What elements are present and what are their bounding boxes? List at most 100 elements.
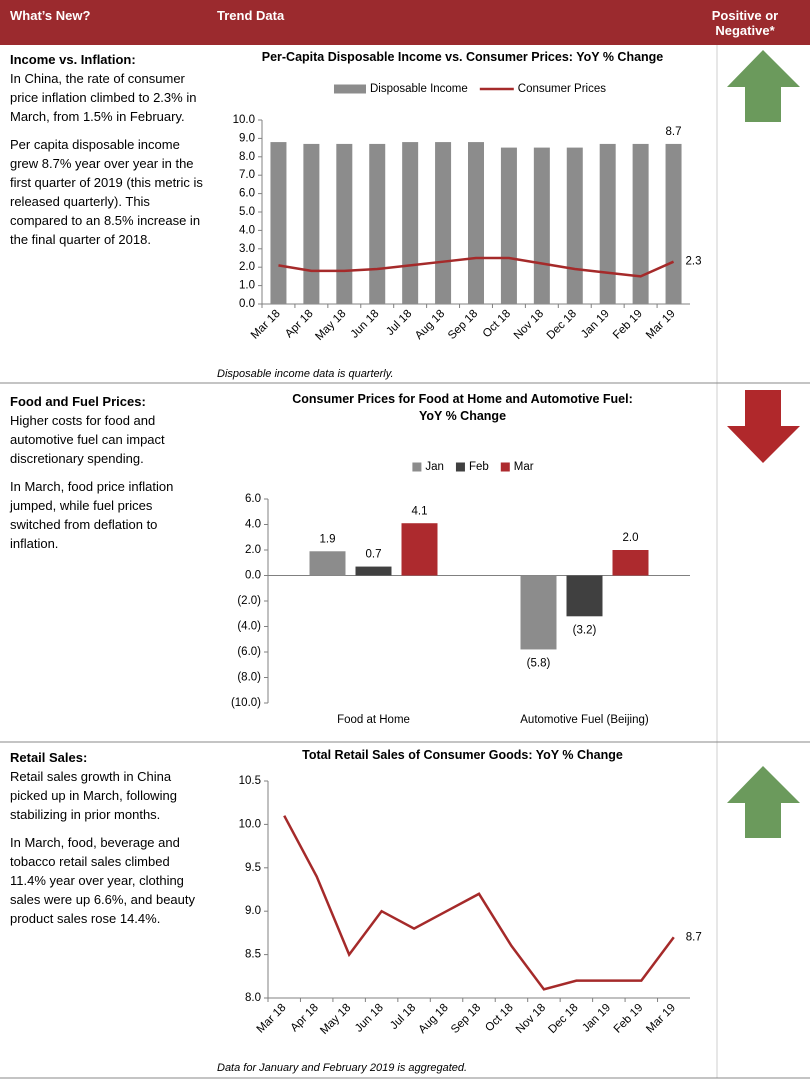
x-tick-label: Automotive Fuel (Beijing) (520, 714, 649, 726)
y-tick-label: 5.0 (239, 206, 255, 218)
x-tick-label: Nov 18 (514, 1002, 548, 1036)
chart-note: Data for January and February 2019 is ag… (217, 1062, 468, 1074)
chart-note: Disposable income data is quarterly. (217, 368, 394, 380)
x-tick-label: Sep 18 (446, 308, 480, 342)
y-tick-label: 9.0 (245, 905, 261, 917)
paragraph: In March, food, beverage and tobacco ret… (10, 835, 196, 926)
line-series (278, 256, 675, 278)
y-tick-label: 4.0 (245, 519, 261, 531)
bar (566, 147, 583, 304)
y-tick-label: (10.0) (231, 697, 261, 709)
paragraph: Higher costs for food and automotive fue… (10, 413, 165, 466)
x-tick-label: Jul 18 (384, 308, 414, 338)
y-tick-label: 2.0 (245, 544, 261, 556)
x-tick-label: Jan 19 (580, 1002, 613, 1035)
data-label: 4.1 (412, 505, 428, 517)
bar (566, 575, 603, 617)
y-tick-label: (4.0) (237, 621, 261, 633)
header-column: What’s New? (10, 8, 91, 23)
data-label: 8.7 (686, 931, 702, 943)
x-tick-label: Feb 19 (611, 308, 645, 342)
y-tick-label: 8.0 (239, 151, 255, 163)
x-tick-label: Mar 19 (644, 308, 678, 342)
y-tick-label: (8.0) (237, 672, 261, 684)
legend-label: Jan (425, 461, 444, 473)
data-label: 8.7 (666, 126, 682, 138)
legend-swatch (500, 462, 510, 472)
y-tick-label: 9.0 (239, 132, 255, 144)
y-tick-label: 1.0 (239, 280, 255, 292)
x-tick-label: Dec 18 (545, 308, 579, 342)
x-tick-label: Oct 18 (481, 308, 513, 340)
paragraph: In China, the rate of consumer price inf… (10, 71, 197, 124)
bar (468, 142, 484, 304)
x-tick-label: Mar 18 (255, 1002, 289, 1036)
data-label: 0.7 (366, 549, 382, 561)
bar (599, 143, 616, 304)
positive-arrow (727, 766, 800, 838)
x-tick-label: May 18 (313, 308, 348, 343)
y-tick-label: 7.0 (239, 169, 255, 181)
section-heading: Food and Fuel Prices: (10, 394, 146, 409)
x-tick-label: Jun 18 (353, 1002, 386, 1035)
header-column: Positive or Negative* (711, 8, 779, 38)
x-tick-label: Mar 18 (249, 308, 283, 342)
bar (309, 551, 346, 576)
section-heading: Income vs. Inflation: (10, 52, 136, 67)
bar (355, 566, 392, 576)
y-tick-label: 0.0 (239, 298, 255, 310)
y-tick-label: (2.0) (237, 595, 261, 607)
x-tick-label: Jun 18 (349, 308, 382, 341)
paragraph: In March, food price inflation jumped, w… (10, 479, 174, 551)
negative-arrow (727, 390, 800, 463)
paragraph: Per capita disposable income grew 8.7% y… (10, 137, 203, 247)
bar (435, 142, 452, 304)
bar (665, 143, 682, 304)
bar (303, 143, 320, 304)
y-tick-label: 4.0 (239, 224, 255, 236)
bar (632, 143, 649, 304)
header-bar: What’s New? Trend Data Positive or Negat… (0, 0, 810, 45)
x-tick-label: Sep 18 (449, 1002, 483, 1036)
legend-swatch (333, 84, 366, 94)
y-tick-label: 10.0 (239, 818, 261, 830)
x-tick-label: Nov 18 (512, 308, 546, 342)
section-text: Income vs. Inflation: In China, the rate… (10, 50, 205, 258)
data-label: (5.8) (527, 657, 551, 669)
y-tick-label: 10.0 (233, 114, 255, 126)
x-tick-label: Aug 18 (417, 1002, 451, 1036)
x-tick-label: Jul 18 (388, 1002, 418, 1032)
x-tick-label: Aug 18 (413, 308, 447, 342)
bar (520, 575, 557, 650)
x-tick-label: Apr 18 (289, 1002, 321, 1034)
chart-title: Total Retail Sales of Consumer Goods: Yo… (302, 748, 623, 762)
x-tick-label: Mar 19 (644, 1002, 678, 1036)
legend-label: Consumer Prices (518, 83, 606, 95)
bar (500, 147, 517, 304)
y-tick-label: 9.5 (245, 862, 261, 874)
chart-title: Consumer Prices for Food at Home and Aut… (292, 392, 633, 423)
data-label: 2.3 (686, 256, 702, 268)
bar (369, 143, 386, 304)
x-tick-label: Jan 19 (579, 308, 612, 341)
x-tick-label: Food at Home (337, 714, 410, 726)
y-tick-label: 2.0 (239, 261, 255, 273)
y-tick-label: 6.0 (245, 493, 261, 505)
y-tick-label: 8.5 (245, 949, 261, 961)
data-label: 2.0 (623, 532, 639, 544)
data-label: 1.9 (320, 533, 336, 545)
y-tick-label: 3.0 (239, 243, 255, 255)
section-heading: Retail Sales: (10, 750, 88, 765)
positive-arrow (727, 50, 800, 122)
chart-title: Per-Capita Disposable Income vs. Consume… (261, 50, 664, 64)
x-tick-label: Apr 18 (283, 308, 315, 340)
section-text: Retail Sales: Retail sales growth in Chi… (10, 748, 205, 937)
bar (401, 523, 438, 576)
bar (402, 142, 419, 304)
header-column: Trend Data (217, 8, 285, 23)
legend-label: Mar (514, 461, 534, 473)
legend-label: Disposable Income (370, 83, 468, 95)
x-tick-label: Oct 18 (483, 1002, 515, 1034)
